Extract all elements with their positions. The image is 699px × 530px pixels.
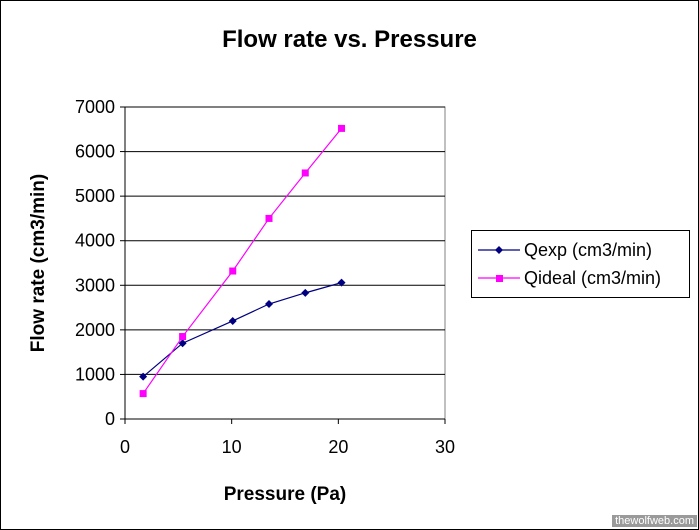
data-point-qideal xyxy=(229,267,237,275)
y-tick-label: 3000 xyxy=(75,275,115,295)
legend-swatch-qexp xyxy=(478,246,520,254)
x-axis-title: Pressure (Pa) xyxy=(224,484,347,505)
y-axis-title: Flow rate (cm3/min) xyxy=(28,174,49,352)
x-tick-label: 20 xyxy=(328,437,348,457)
x-tick-label: 10 xyxy=(222,437,242,457)
data-point-qexp xyxy=(301,288,310,297)
data-point-qexp xyxy=(337,278,346,287)
data-point-qexp xyxy=(139,372,148,381)
legend-item-qideal: Qideal (cm3/min) xyxy=(472,265,661,291)
legend-label-qideal: Qideal (cm3/min) xyxy=(524,267,662,288)
chart-title: Flow rate vs. Pressure xyxy=(222,26,477,53)
plot-area xyxy=(124,106,446,420)
y-tick-label: 1000 xyxy=(75,364,115,384)
y-tick-label: 2000 xyxy=(75,320,115,340)
series-line-qideal xyxy=(142,128,342,394)
watermark: thewolfweb.com xyxy=(612,515,697,527)
y-tick-label: 7000 xyxy=(75,97,115,117)
legend-item-qexp: Qexp (cm3/min) xyxy=(472,237,652,263)
data-point-qexp xyxy=(228,316,237,325)
data-point-qideal xyxy=(139,390,147,398)
data-point-qideal xyxy=(338,124,346,132)
y-tick-label: 6000 xyxy=(75,142,115,162)
data-point-qexp xyxy=(265,300,273,309)
x-tick-label: 0 xyxy=(120,437,130,457)
y-tick-label: 0 xyxy=(105,409,115,429)
data-point-qideal xyxy=(179,333,187,341)
legend-label-qexp: Qexp (cm3/min) xyxy=(524,239,653,260)
y-tick-label: 5000 xyxy=(75,186,115,206)
x-tick-label: 30 xyxy=(435,437,455,457)
data-point-qideal xyxy=(301,169,309,177)
series-line-qexp xyxy=(142,282,342,378)
data-point-qideal xyxy=(265,214,273,222)
legend-swatch-qideal xyxy=(478,275,520,282)
data-point-qexp xyxy=(178,339,187,348)
y-tick-label: 4000 xyxy=(75,231,115,251)
legend: Qexp (cm3/min) Qideal (cm3/min) xyxy=(471,230,690,298)
